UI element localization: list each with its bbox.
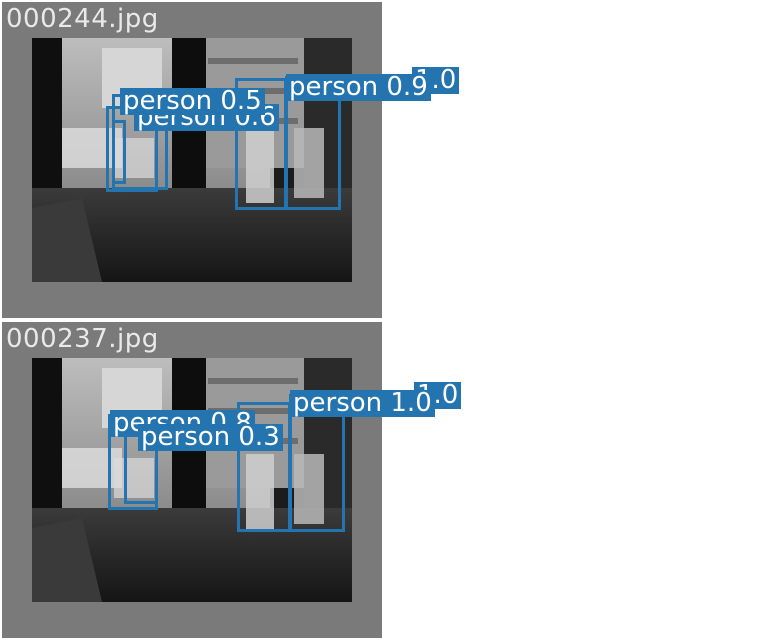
detection-class: person bbox=[123, 86, 213, 116]
detection-label: person 0.5 bbox=[120, 88, 265, 115]
detection-confidence: 0.5 bbox=[220, 86, 262, 116]
bounding-box bbox=[112, 120, 126, 184]
detection-class: person bbox=[141, 422, 231, 452]
detection-class: person bbox=[293, 388, 383, 418]
image-filename: 000244.jpg bbox=[6, 4, 159, 34]
detection-confidence: 0.3 bbox=[238, 422, 280, 452]
detection-label: person 0.3 bbox=[138, 424, 283, 451]
detection-confidence: 0.9 bbox=[386, 72, 428, 102]
detection-class: person bbox=[289, 72, 379, 102]
detection-label: person 1.0 bbox=[290, 390, 435, 417]
detection-confidence: 1.0 bbox=[390, 388, 432, 418]
result-tile: 000244.jpg bbox=[2, 2, 460, 318]
detection-label: person 0.9 bbox=[286, 74, 431, 101]
image-filename: 000237.jpg bbox=[6, 324, 159, 354]
result-tile: 000237.jpg bbox=[2, 322, 462, 638]
